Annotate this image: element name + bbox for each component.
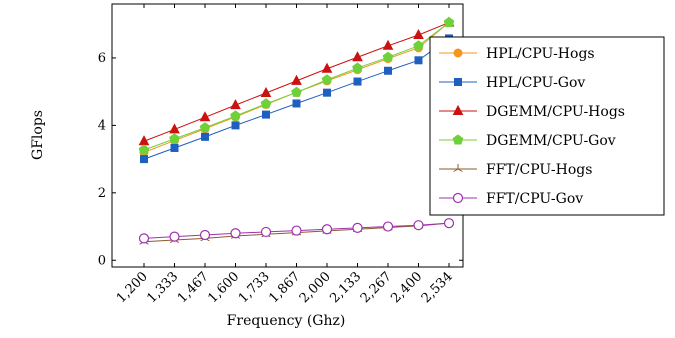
legend-marker: [452, 104, 464, 115]
data-point-series-3: [291, 86, 302, 97]
data-point-series-5: [138, 233, 150, 244]
data-point-series-3: [169, 133, 180, 144]
data-point-series-3: [413, 40, 424, 51]
data-point-series-2: [291, 74, 302, 85]
legend-label: FFT/CPU-Gov: [486, 191, 583, 207]
data-point-series-2: [260, 86, 272, 98]
x-tick-label: 2,133: [327, 269, 364, 306]
x-tick-label: 1,733: [236, 269, 273, 306]
data-point-series-2: [169, 123, 180, 134]
y-tick-label: 2: [98, 186, 106, 201]
data-point-series-2: [352, 51, 363, 62]
x-tick-label: 1,467: [175, 269, 212, 306]
data-point-series-5: [291, 225, 302, 236]
data-point-series-2: [199, 111, 211, 122]
data-point-series-1: [262, 110, 270, 119]
data-point-series-3: [382, 51, 394, 62]
data-point-series-1: [384, 66, 392, 75]
legend: HPL/CPU-Hogs HPL/CPU-Gov DGEMM/CPU-Hogs DGE…: [429, 36, 665, 216]
y-tick-label: 6: [98, 51, 106, 66]
y-axis: 0 2 4 6: [98, 51, 463, 268]
plot-frame: [111, 3, 464, 268]
data-point-series-5: [260, 226, 272, 238]
legend-marker: [453, 164, 463, 172]
legend-label: DGEMM/CPU-Gov: [486, 133, 616, 149]
data-point-series-3: [138, 144, 150, 155]
data-point-series-3: [321, 74, 333, 85]
data-point-series-3: [352, 62, 363, 73]
x-tick-label: 2,400: [388, 269, 425, 306]
x-tick-label: 1,200: [114, 269, 151, 306]
data-point-series-5: [413, 220, 424, 231]
data-point-series-1: [323, 88, 331, 97]
data-point-series-3: [443, 16, 455, 28]
data-point-series-5: [321, 224, 333, 235]
x-tick-label: 2,534: [419, 269, 456, 306]
legend-label: HPL/CPU-Hogs: [486, 46, 595, 62]
data-point-series-2: [413, 28, 424, 40]
data-point-series-1: [353, 77, 362, 86]
data-point-series-2: [321, 62, 333, 73]
x-axis-label: Frequency (Ghz): [227, 313, 346, 329]
data-point-series-5: [230, 228, 241, 239]
series-layer: [138, 16, 455, 245]
data-point-series-5: [352, 222, 363, 233]
data-point-series-5: [443, 218, 455, 229]
data-point-series-2: [382, 39, 394, 50]
data-point-series-1: [140, 155, 148, 164]
x-tick-label: 2,267: [358, 269, 395, 306]
y-tick-label: 4: [98, 118, 106, 133]
legend-label: FFT/CPU-Hogs: [486, 162, 592, 178]
legend-label: HPL/CPU-Gov: [486, 75, 585, 91]
data-point-series-1: [170, 143, 179, 152]
x-tick-label: 1,333: [144, 269, 181, 306]
legend-marker: [452, 192, 464, 204]
data-point-series-1: [231, 121, 240, 130]
data-point-series-3: [260, 98, 272, 109]
data-point-series-1: [201, 132, 209, 141]
legend-box: [429, 36, 665, 216]
series-line-3: [143, 22, 450, 151]
series-line-1: [143, 37, 450, 160]
y-tick-label: 0: [98, 253, 106, 268]
legend-marker: [452, 134, 464, 145]
data-point-series-3: [199, 122, 211, 133]
data-point-series-1: [292, 99, 301, 108]
data-point-series-3: [230, 110, 241, 121]
x-tick-label: 1,867: [266, 269, 303, 306]
data-point-series-5: [199, 229, 211, 241]
y-axis-label: GFlops: [30, 110, 46, 160]
data-point-series-5: [169, 231, 180, 242]
data-point-series-1: [414, 56, 423, 65]
legend-marker: [453, 48, 463, 58]
legend-label: DGEMM/CPU-Hogs: [486, 104, 625, 120]
x-axis: 1,2001,3331,4671,6001,7331,8672,0002,133…: [114, 4, 456, 306]
x-tick-label: 2,000: [297, 269, 334, 306]
data-point-series-2: [230, 99, 241, 110]
legend-marker: [454, 78, 462, 86]
x-tick-label: 1,600: [205, 269, 242, 306]
data-point-series-5: [382, 221, 394, 232]
